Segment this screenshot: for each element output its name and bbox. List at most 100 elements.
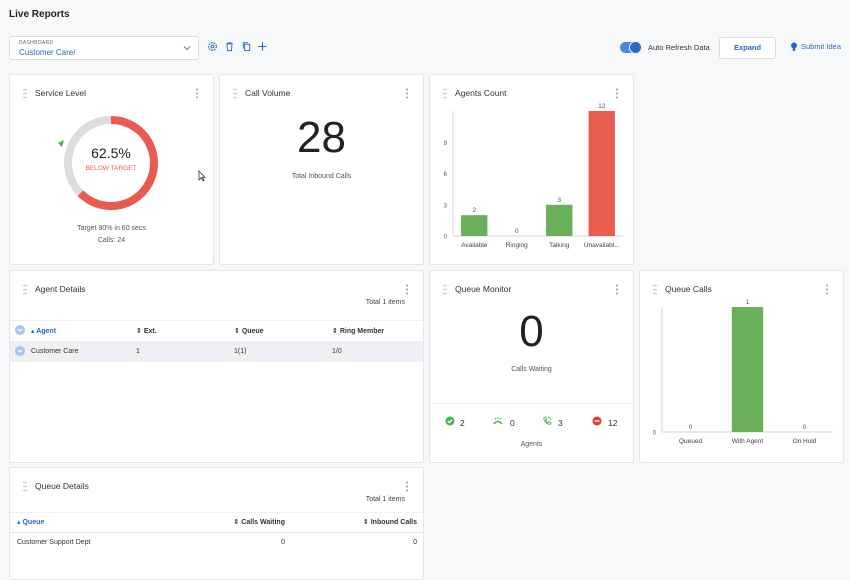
column-header-ring-member[interactable]: ⇕ Ring Member bbox=[332, 328, 385, 335]
kebab-menu-icon[interactable] bbox=[405, 481, 409, 492]
cell-inbound-calls: 0 bbox=[413, 539, 417, 546]
y-tick-label: 0 bbox=[653, 431, 657, 437]
call-volume-value: 28 bbox=[297, 113, 346, 162]
card-title: Queue Details bbox=[35, 481, 89, 491]
service-level-percent: 62.5% bbox=[91, 145, 131, 161]
minus-circle-icon bbox=[592, 416, 602, 426]
check-circle-icon bbox=[445, 416, 455, 426]
phone-talking-icon bbox=[543, 416, 552, 425]
expand-all-icon[interactable] bbox=[15, 325, 25, 335]
y-tick-label: 9 bbox=[444, 141, 448, 147]
copy-icon[interactable] bbox=[241, 41, 252, 52]
table-row[interactable]: Customer Support Dept 0 0 bbox=[10, 532, 423, 553]
data-label: 1 bbox=[746, 299, 750, 306]
column-header-label: Agent bbox=[36, 328, 57, 335]
column-header-calls-waiting[interactable]: ⇕ Calls Waiting bbox=[233, 519, 285, 526]
card-title: Service Level bbox=[35, 88, 87, 98]
queue-calls-card: Queue Calls 0 0 Queued 1 With Agent 0 On Hold bbox=[639, 270, 844, 463]
column-header-label: Ring Member bbox=[339, 328, 385, 335]
agents-count-card: Agents Count 0 3 6 9 2 Available 0 Ringing 3 Talk… bbox=[429, 74, 634, 265]
data-label: 12 bbox=[598, 103, 606, 110]
column-header-label: Queue bbox=[22, 519, 45, 526]
service-level-status: BELOW TARGET bbox=[85, 165, 137, 172]
service-level-target: Target 80% in 60 secs bbox=[77, 225, 146, 232]
data-label: 0 bbox=[689, 424, 693, 431]
dashboard-select[interactable]: DASHBOARD Customer Care/ bbox=[9, 36, 199, 60]
drag-handle-icon[interactable] bbox=[443, 88, 447, 99]
x-tick-label: With Agent bbox=[732, 438, 764, 445]
total-items: Total 1 items bbox=[365, 299, 405, 306]
cell-agent: Customer Care bbox=[31, 348, 79, 355]
card-title: Call Volume bbox=[245, 88, 291, 98]
ringing-count: 0 bbox=[510, 418, 515, 428]
card-title: Agent Details bbox=[35, 284, 86, 294]
row-expand-icon[interactable] bbox=[15, 346, 25, 356]
column-header-queue[interactable]: ⇕ Queue bbox=[234, 328, 264, 335]
table-row[interactable]: Customer Care 1 1(1) 1/0 bbox=[10, 341, 423, 362]
call-volume-card: Call Volume 28 Total Inbound Calls bbox=[219, 74, 424, 265]
x-tick-label: On Hold bbox=[793, 438, 817, 445]
column-header-label: Calls Waiting bbox=[241, 519, 285, 526]
calls-waiting-value: 0 bbox=[519, 307, 544, 356]
kebab-menu-icon[interactable] bbox=[405, 88, 409, 99]
column-header-ext[interactable]: ⇕ Ext. bbox=[136, 328, 157, 335]
kebab-menu-icon[interactable] bbox=[615, 284, 619, 295]
queue-monitor-card: Queue Monitor 0 Calls Waiting 2 0 3 12 A… bbox=[429, 270, 634, 463]
kebab-menu-icon[interactable] bbox=[195, 88, 199, 99]
page-title: Live Reports bbox=[9, 9, 70, 20]
trash-icon[interactable] bbox=[224, 41, 235, 52]
card-title: Queue Monitor bbox=[455, 284, 512, 294]
column-header-agent[interactable]: ▴ Agent bbox=[31, 328, 57, 335]
kebab-menu-icon[interactable] bbox=[825, 284, 829, 295]
kebab-menu-icon[interactable] bbox=[615, 88, 619, 99]
x-tick-label: Queued bbox=[679, 438, 703, 445]
calls-waiting-caption: Calls Waiting bbox=[511, 366, 552, 373]
submit-idea-link[interactable]: Submit Idea bbox=[801, 42, 842, 51]
drag-handle-icon[interactable] bbox=[23, 481, 27, 492]
x-tick-label: Available bbox=[461, 242, 488, 249]
gear-icon[interactable] bbox=[207, 41, 218, 52]
drag-handle-icon[interactable] bbox=[23, 284, 27, 295]
divider bbox=[430, 403, 633, 404]
drag-handle-icon[interactable] bbox=[23, 88, 27, 99]
column-header-label: Queue bbox=[241, 328, 264, 335]
cell-queue: 1(1) bbox=[234, 348, 247, 355]
queue-calls-chart: 0 0 Queued 1 With Agent 0 On Hold bbox=[653, 299, 833, 445]
data-label: 0 bbox=[515, 228, 519, 235]
drag-handle-icon[interactable] bbox=[233, 88, 237, 99]
x-tick-label: Ringing bbox=[506, 242, 528, 249]
dashboard-select-value: Customer Care/ bbox=[19, 48, 76, 57]
y-tick-label: 6 bbox=[444, 172, 448, 178]
column-header-label: Ext. bbox=[143, 328, 157, 335]
mouse-cursor-icon bbox=[198, 170, 206, 182]
data-label: 0 bbox=[803, 424, 807, 431]
cell-ext: 1 bbox=[136, 348, 140, 355]
column-header-label: Inbound Calls bbox=[370, 519, 417, 526]
bar bbox=[461, 215, 488, 236]
auto-refresh-label: Auto Refresh Data bbox=[648, 43, 710, 52]
column-header-inbound-calls[interactable]: ⇕ Inbound Calls bbox=[362, 519, 417, 526]
total-items: Total 1 items bbox=[365, 496, 405, 503]
talking-count: 3 bbox=[558, 418, 563, 428]
drag-handle-icon[interactable] bbox=[653, 284, 657, 295]
auto-refresh-toggle[interactable] bbox=[620, 41, 642, 54]
cell-queue: Customer Support Dept bbox=[17, 539, 91, 546]
x-tick-label: Unavailabl... bbox=[584, 242, 620, 249]
call-volume-caption: Total Inbound Calls bbox=[291, 173, 352, 180]
data-label: 3 bbox=[557, 197, 561, 204]
add-icon[interactable] bbox=[257, 41, 268, 52]
expand-button[interactable]: Expand bbox=[719, 37, 776, 59]
drag-handle-icon[interactable] bbox=[443, 284, 447, 295]
agent-details-card: Agent Details Total 1 items ▴ Agent ⇕ Ex… bbox=[9, 270, 424, 463]
service-level-gauge bbox=[58, 116, 158, 210]
phone-ringing-icon bbox=[493, 417, 503, 425]
column-header-queue[interactable]: ▴ Queue bbox=[17, 519, 45, 526]
table-header: ▴ Agent ⇕ Ext. ⇕ Queue ⇕ Ring Member bbox=[10, 320, 423, 342]
bar bbox=[731, 307, 764, 432]
kebab-menu-icon[interactable] bbox=[405, 284, 409, 295]
queue-details-card: Queue Details Total 1 items ▴ Queue ⇕ Ca… bbox=[9, 467, 424, 580]
card-title: Queue Calls bbox=[665, 284, 712, 294]
lightbulb-icon bbox=[791, 42, 797, 51]
agents-label: Agents bbox=[520, 441, 543, 448]
dashboard-select-label: DASHBOARD bbox=[19, 40, 54, 46]
